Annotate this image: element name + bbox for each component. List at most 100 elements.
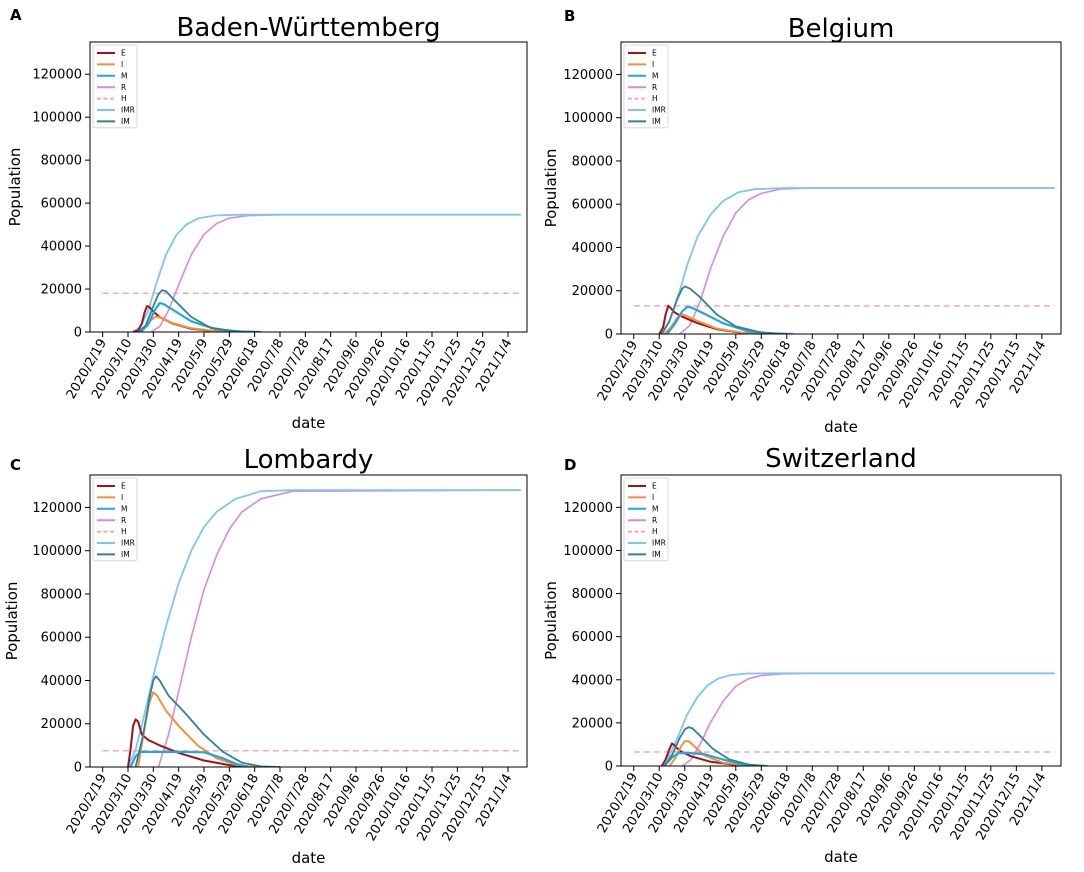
- plot-frame: [620, 41, 1062, 335]
- y-tick-label: 40000: [572, 241, 613, 256]
- y-tick-label: 80000: [572, 587, 613, 602]
- series-line-im: [134, 675, 281, 767]
- chart-title: Switzerland: [765, 444, 917, 474]
- panel-letter: B: [564, 7, 575, 25]
- x-axis-label: date: [292, 849, 326, 867]
- panel-letter: C: [10, 456, 21, 474]
- series-group: [633, 187, 1055, 334]
- y-axis-label: Population: [542, 149, 560, 228]
- panel-a: A Baden-Württemberg 0 20000 40000 60000 80000 1…: [6, 6, 528, 432]
- panel-letter: A: [10, 6, 22, 24]
- series-line-i: [137, 691, 255, 767]
- series-line-im: [661, 285, 787, 334]
- chart-title: Baden-Württemberg: [177, 13, 441, 43]
- chart-title: Belgium: [788, 14, 895, 44]
- series-group: [633, 672, 1055, 766]
- y-tick-label: 100000: [563, 111, 613, 126]
- legend-label-r: R: [652, 83, 657, 92]
- series-line-imr: [127, 489, 521, 767]
- legend-label-e: E: [652, 482, 657, 491]
- legend-label-im: IM: [121, 117, 130, 126]
- legend-label-h: H: [652, 94, 658, 103]
- y-tick-label: 100000: [32, 111, 82, 126]
- y-tick-label: 120000: [563, 68, 613, 83]
- x-axis-label: date: [824, 418, 858, 436]
- y-tick-label: 40000: [41, 240, 82, 255]
- legend-label-m: M: [121, 71, 127, 80]
- y-tick-label: 80000: [41, 154, 82, 169]
- y-tick-label: 0: [74, 761, 82, 776]
- series-line-imr: [132, 213, 521, 332]
- y-tick-label: 100000: [32, 544, 82, 559]
- legend-label-h: H: [121, 94, 127, 103]
- series-group: [102, 213, 521, 332]
- chart-title: Lombardy: [244, 445, 374, 475]
- legend-label-h: H: [652, 527, 658, 536]
- y-tick-label: 0: [605, 328, 613, 343]
- series-line-m: [129, 750, 249, 767]
- panel-b: B Belgium 0 20000 40000 60000 80000 100000 12000…: [542, 7, 1062, 436]
- y-tick-label: 60000: [41, 631, 82, 646]
- y-axis-label: Population: [3, 582, 21, 661]
- y-tick-label: 20000: [41, 717, 82, 732]
- series-line-imr: [661, 672, 1055, 766]
- series-line-imr: [661, 187, 1055, 334]
- x-axis-label: date: [292, 414, 326, 432]
- series-line-im: [137, 289, 262, 332]
- legend-label-imr: IMR: [652, 539, 666, 548]
- plot-frame: [89, 474, 528, 768]
- legend-label-m: M: [121, 504, 127, 513]
- y-tick-label: 40000: [41, 674, 82, 689]
- y-tick-label: 120000: [32, 68, 82, 83]
- series-line-i: [663, 313, 768, 334]
- y-tick-label: 120000: [563, 501, 613, 516]
- y-axis-label: Population: [542, 581, 560, 660]
- legend-label-i: I: [652, 493, 654, 502]
- panel-letter: D: [564, 456, 576, 474]
- y-tick-label: 120000: [32, 501, 82, 516]
- series-line-im: [663, 726, 768, 766]
- legend-label-imr: IMR: [121, 106, 135, 115]
- series-group: [102, 489, 521, 767]
- y-tick-label: 20000: [572, 716, 613, 731]
- series-line-r: [150, 213, 521, 332]
- y-tick-label: 60000: [572, 630, 613, 645]
- legend-label-e: E: [121, 482, 126, 491]
- plot-frame: [89, 41, 528, 333]
- series-line-e: [127, 718, 255, 767]
- y-tick-label: 100000: [563, 544, 613, 559]
- legend-label-m: M: [652, 71, 658, 80]
- legend-label-i: I: [652, 60, 654, 69]
- series-line-i: [668, 740, 762, 766]
- y-tick-label: 20000: [572, 284, 613, 299]
- panel-d: D Switzerland 0 20000 40000 60000 80000 100000 1…: [542, 444, 1062, 866]
- legend-label-im: IM: [652, 550, 661, 559]
- y-tick-label: 80000: [41, 587, 82, 602]
- series-line-m: [663, 752, 762, 766]
- legend-label-m: M: [652, 504, 658, 513]
- series-line-r: [157, 489, 521, 767]
- legend-label-imr: IMR: [652, 106, 666, 115]
- legend-label-e: E: [121, 49, 126, 58]
- legend-label-e: E: [652, 49, 657, 58]
- y-tick-label: 40000: [572, 673, 613, 688]
- legend-label-r: R: [652, 516, 657, 525]
- legend-label-h: H: [121, 527, 127, 536]
- legend-label-r: R: [121, 83, 126, 92]
- legend-label-imr: IMR: [121, 539, 135, 548]
- y-tick-label: 0: [605, 760, 613, 775]
- x-axis-label: date: [824, 848, 858, 866]
- y-tick-label: 80000: [572, 154, 613, 169]
- legend-label-im: IM: [652, 117, 661, 126]
- legend-label-i: I: [121, 493, 123, 502]
- panel-c: C Lombardy 0 20000 40000 60000 80000 100000 1200…: [3, 445, 528, 867]
- y-tick-label: 20000: [41, 283, 82, 298]
- legend-label-r: R: [121, 516, 126, 525]
- y-tick-label: 60000: [572, 198, 613, 213]
- legend-label-im: IM: [121, 550, 130, 559]
